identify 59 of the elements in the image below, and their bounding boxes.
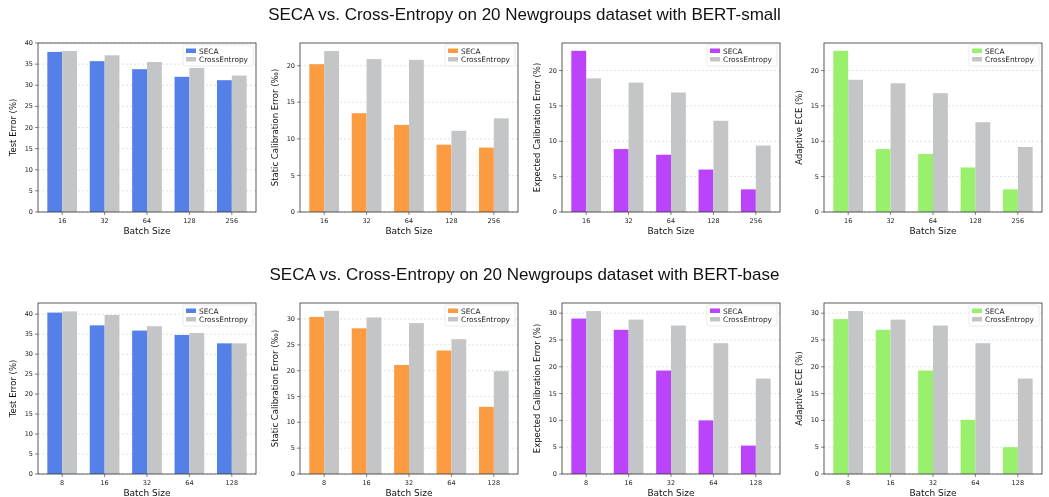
chart-title: SECA vs. Cross-Entropy on 20 Newgroups dataset with BERT-small (268, 5, 781, 24)
x-axis-title: Batch Size (385, 488, 434, 497)
y-axis-title: Expected Calibration Error (%) (532, 323, 542, 454)
bar (89, 325, 105, 474)
bar (613, 329, 629, 474)
bar (960, 419, 976, 474)
chart-title: SECA vs. Cross-Entropy on 20 Newgroups dataset with BERT-base (269, 265, 780, 284)
bar (875, 329, 891, 474)
bar (833, 319, 849, 474)
bar (47, 312, 63, 474)
x-axis-title: Batch Size (909, 488, 958, 497)
bar (216, 343, 232, 474)
bar (436, 144, 452, 212)
bar (394, 124, 409, 212)
y-axis-title: Expected Calibration Error (%) (532, 62, 542, 193)
bar (478, 147, 494, 212)
bar (436, 350, 452, 474)
x-axis-title: Batch Size (909, 226, 958, 236)
x-axis-title: Batch Size (385, 226, 434, 236)
y-axis-title: Adaptive ECE (%) (794, 351, 804, 426)
bar (132, 330, 147, 474)
y-axis-title: Static Calibration Error (‰) (270, 329, 280, 448)
y-axis-title: Test Error (%) (8, 98, 18, 158)
bar (351, 328, 367, 474)
bar (571, 318, 587, 474)
bar (216, 80, 232, 212)
bar (960, 167, 976, 212)
bar (698, 169, 714, 212)
bar (918, 370, 933, 474)
bar (47, 51, 63, 212)
bar (478, 406, 494, 474)
x-axis-title: Batch Size (647, 488, 696, 497)
bar (740, 445, 756, 474)
bar (656, 370, 671, 474)
bar (875, 149, 891, 212)
bar (309, 316, 325, 474)
bar (918, 154, 933, 212)
bar (1002, 447, 1018, 474)
bar (833, 50, 849, 212)
bar (1002, 189, 1018, 212)
bar (174, 76, 190, 212)
x-axis-title: Batch Size (123, 488, 172, 497)
x-axis-title: Batch Size (647, 226, 696, 236)
bar (132, 69, 147, 212)
bar (189, 67, 205, 212)
y-axis-title: Adaptive ECE (%) (794, 90, 804, 165)
bar (740, 189, 756, 212)
bar (174, 334, 190, 474)
bar (394, 364, 409, 474)
bar (656, 154, 671, 212)
bar (309, 64, 325, 212)
y-axis-title: Test Error (%) (8, 359, 18, 419)
x-axis-title: Batch Size (123, 226, 172, 236)
y-axis-title: Static Calibration Error (‰) (270, 68, 280, 187)
bar (613, 149, 629, 212)
bar (89, 61, 105, 212)
bar (351, 113, 367, 212)
bar (571, 50, 587, 212)
bar (698, 420, 714, 474)
